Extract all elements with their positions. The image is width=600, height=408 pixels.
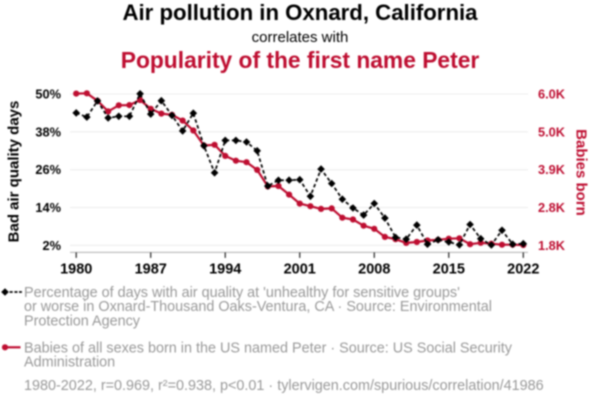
svg-text:2015: 2015 bbox=[433, 261, 465, 277]
svg-text:2001: 2001 bbox=[284, 261, 316, 277]
svg-text:Air pollution in Oxnard, Calif: Air pollution in Oxnard, California bbox=[122, 0, 478, 25]
svg-text:Administration: Administration bbox=[24, 355, 115, 371]
svg-text:Percentage of days with air qu: Percentage of days with air quality at '… bbox=[24, 285, 460, 301]
svg-text:correlates with: correlates with bbox=[252, 29, 349, 46]
svg-text:14%: 14% bbox=[35, 200, 61, 215]
svg-text:1980: 1980 bbox=[60, 261, 92, 277]
svg-text:3.9K: 3.9K bbox=[538, 162, 566, 177]
svg-text:Babies born: Babies born bbox=[572, 129, 589, 216]
svg-text:1.8K: 1.8K bbox=[538, 238, 566, 253]
svg-text:1987: 1987 bbox=[135, 261, 167, 277]
svg-text:2022: 2022 bbox=[507, 261, 539, 277]
svg-text:38%: 38% bbox=[35, 124, 61, 139]
svg-text:Popularity of the first name P: Popularity of the first name Peter bbox=[121, 47, 480, 73]
svg-text:Protection Agency: Protection Agency bbox=[24, 313, 141, 329]
svg-text:1994: 1994 bbox=[209, 261, 241, 277]
svg-text:Bad air quality days: Bad air quality days bbox=[6, 101, 23, 243]
svg-text:or worse in Oxnard-Thousand Oa: or worse in Oxnard-Thousand Oaks-Ventura… bbox=[24, 299, 492, 315]
svg-text:Babies of all sexes born in th: Babies of all sexes born in the US named… bbox=[24, 340, 513, 356]
svg-text:2008: 2008 bbox=[358, 261, 390, 277]
svg-text:50%: 50% bbox=[35, 86, 61, 101]
svg-text:26%: 26% bbox=[35, 162, 61, 177]
svg-text:2.8K: 2.8K bbox=[538, 200, 566, 215]
svg-text:2%: 2% bbox=[43, 238, 62, 253]
svg-text:1980-2022, r=0.969, r²=0.938,: 1980-2022, r=0.969, r²=0.938, p<0.01 · t… bbox=[24, 378, 544, 394]
svg-text:5.0K: 5.0K bbox=[538, 124, 566, 139]
svg-text:6.0K: 6.0K bbox=[538, 86, 566, 101]
